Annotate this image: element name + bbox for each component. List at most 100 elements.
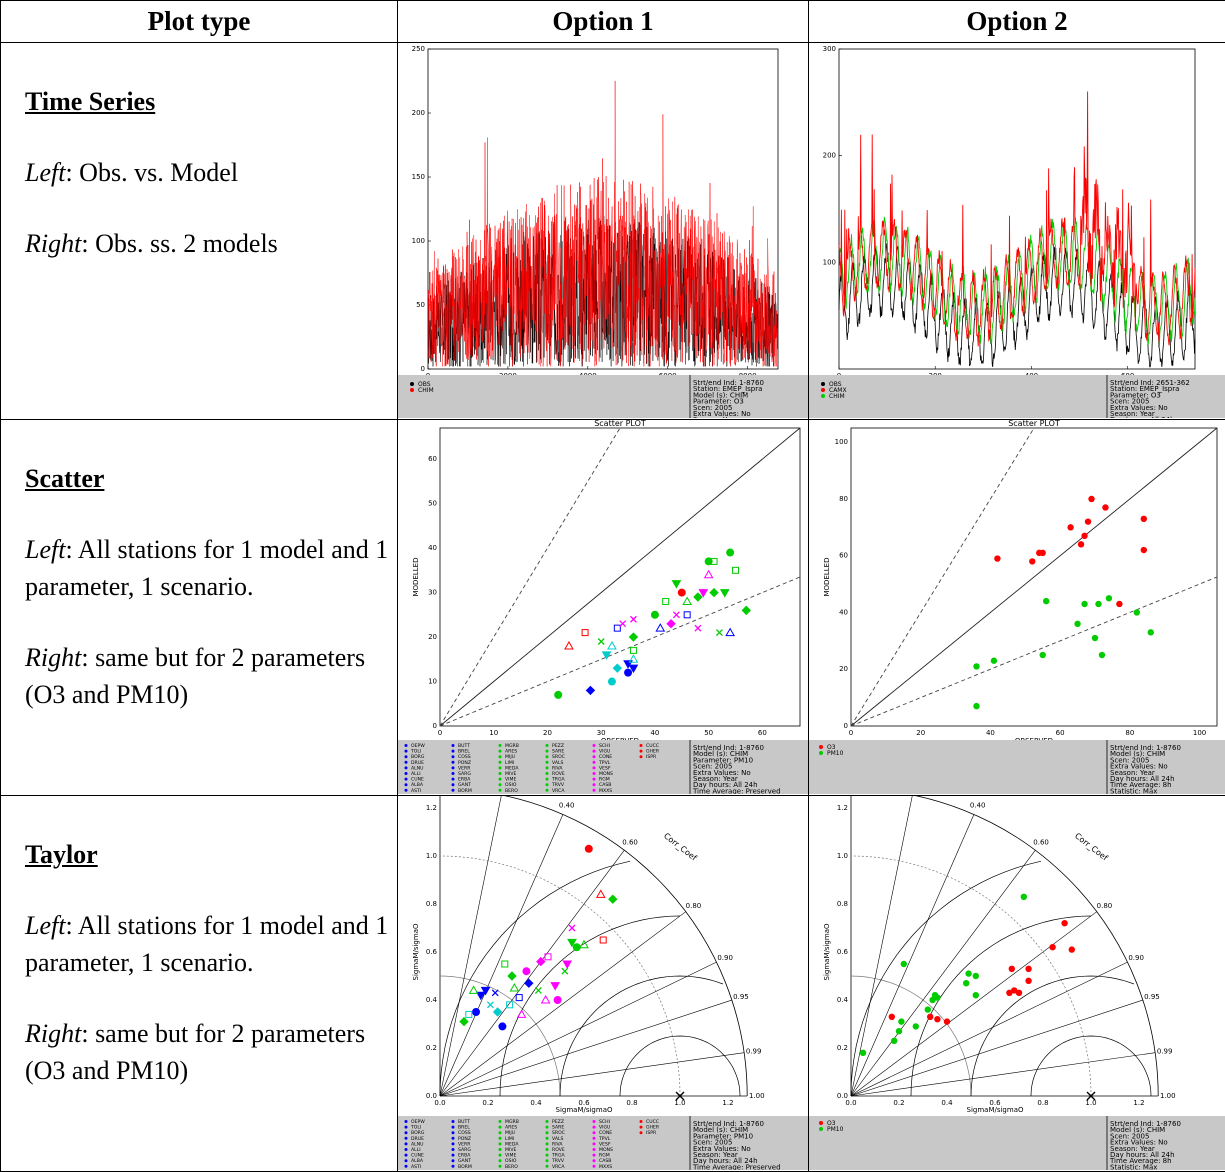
data-point [507,1002,513,1008]
legend-marker [546,766,549,769]
legend-marker [593,1154,596,1157]
legend-marker [546,755,549,758]
scatter-option-1: Scatter PLOT01020304050600102030405060OB… [398,420,809,796]
legend-label: CUNE [411,777,424,783]
legend-marker [546,1154,549,1157]
left-text: : All stations for 1 model and 1 paramet… [25,911,388,977]
legend-label: LIMI [505,1136,514,1142]
legend-label: VRCA [552,1164,565,1170]
x-tick-label: 1.2 [1133,1099,1144,1107]
x-tick-label: 1.0 [674,1099,685,1107]
legend-label: GHER [646,1125,660,1131]
data-point [1141,516,1147,522]
legend-label: VALS [552,1136,564,1142]
legend-label: TRGA [551,1153,566,1159]
legend-marker [405,1126,408,1129]
legend-marker [405,778,408,781]
rms-arc [911,916,1091,1096]
legend-label: MONS [599,771,613,777]
legend-label: CHIM [829,393,845,400]
corr-tick-label: 0.90 [1128,954,1144,962]
scatter-plot-1: Scatter PLOT01020304050600102030405060OB… [398,420,808,794]
row-title: Time Series [25,83,397,120]
left-label: Left [25,158,65,187]
x-tick-label: 40 [650,729,659,737]
corr-tick-label: 0.99 [1157,1047,1173,1055]
legend-marker [452,1120,455,1123]
legend-marker [640,755,643,758]
legend-label: MEDA [505,765,519,771]
x-tick-label: 0 [849,729,853,737]
y-tick-label: 0.2 [426,1044,437,1052]
data-point [502,961,508,967]
legend-label: CONE [599,1130,612,1136]
legend-label: GHER [646,749,660,755]
data-point [1088,496,1094,502]
outer-arc [851,796,1158,1096]
data-point [555,691,562,698]
legend-marker [593,761,596,764]
legend-marker [546,1126,549,1129]
x-tick-label: 10 [489,729,498,737]
row-title: Taylor [25,836,397,873]
legend-marker [546,1142,549,1145]
legend-marker [546,778,549,781]
x-tick-label: 0.0 [434,1099,445,1107]
legend-label: SARG [458,771,471,777]
legend-label: PONZ [458,760,471,766]
y-tick-label: 1.2 [837,804,848,812]
info-line: Day hours: All 24h [1110,416,1175,418]
legend-marker [593,744,596,747]
legend-label: BREL [458,749,470,755]
legend-label: TRVV [551,782,565,788]
data-point [925,1006,931,1012]
legend-marker [405,1148,408,1151]
right-label: Right [25,643,81,672]
corr-ray [851,1000,1143,1096]
legend-marker [640,1126,643,1129]
y-tick-label: 1.2 [426,804,437,812]
legend-marker [593,783,596,786]
y-tick-label: 250 [412,45,425,53]
y-tick-label: 60 [428,455,437,463]
corr-ray [851,912,1097,1096]
data-point [1069,946,1075,952]
data-point [466,1011,472,1017]
data-point [1085,518,1091,524]
data-point [1067,524,1073,530]
legend-marker [593,766,596,769]
legend-label: CASB [599,782,611,788]
x-axis-label: SigmaM/sigmaO [967,1106,1024,1114]
y-tick-label: 0.0 [426,1092,437,1100]
legend-label: VIME [505,1153,516,1159]
rms-arc [971,976,1134,1096]
data-point [944,1018,950,1024]
data-point [525,979,533,987]
corr-tick-label: 0.99 [746,1047,762,1055]
data-point [727,549,734,556]
legend-marker [499,1126,502,1129]
corr-ray [851,962,1127,1096]
legend-marker [499,1159,502,1162]
x-tick-label: 0.4 [530,1099,542,1107]
legend-label: SARG [458,1147,471,1153]
legend-marker [452,766,455,769]
data-point [1021,894,1027,900]
std-arc [440,976,560,1096]
legend-marker [499,1142,502,1145]
data-point [1061,920,1067,926]
legend-label: MXXS [599,788,612,794]
legend-marker [499,789,502,792]
legend-marker [452,750,455,753]
legend-label: DRUE [411,1136,424,1142]
corr-ray [440,912,686,1096]
rms-arc [851,861,1041,1096]
legend-marker [593,789,596,792]
data-point [973,703,979,709]
y-tick-label: 0 [433,722,437,730]
data-point [1025,966,1031,972]
legend-marker [546,1120,549,1123]
x-tick-label: 1.2 [722,1099,733,1107]
row-time-series-description: Time Series Left: Obs. vs. Model Right: … [1,43,398,420]
